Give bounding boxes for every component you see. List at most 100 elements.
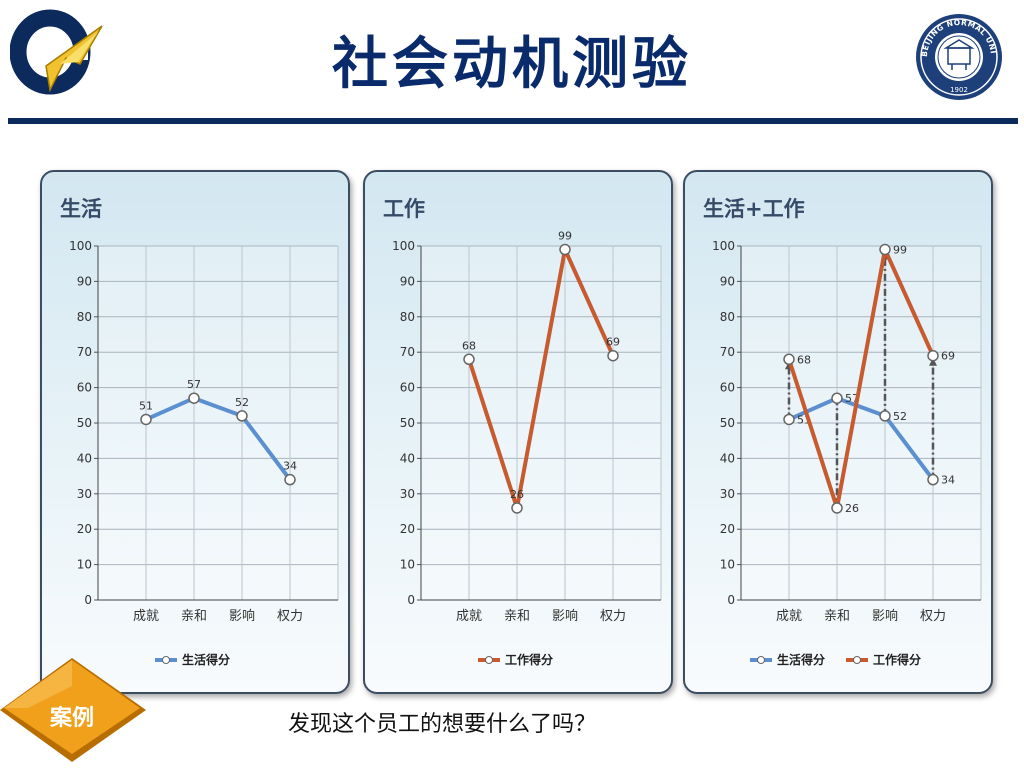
y-tick-label: 50 [77, 416, 92, 430]
legend-label: 生活得分 [182, 652, 230, 667]
title-divider [8, 118, 1018, 124]
x-category-label: 亲和 [824, 609, 850, 624]
footer-question: 发现这个员工的想要什么了吗？ [288, 712, 597, 737]
x-category-label: 影响 [872, 608, 898, 624]
x-category-label: 亲和 [504, 609, 530, 624]
legend-marker [485, 656, 493, 664]
y-tick-label: 50 [400, 416, 415, 430]
seal-year: 1902 [950, 86, 968, 94]
university-seal: BEIJING NORMAL UNIVERSITY 1902 [910, 5, 1004, 102]
series-line [145, 396, 292, 481]
data-point [831, 392, 843, 404]
case-badge-label: 案例 [49, 706, 94, 731]
y-tick-label: 10 [77, 558, 92, 572]
data-point [783, 413, 795, 426]
y-tick-label: 30 [400, 487, 415, 501]
data-label: 26 [510, 488, 524, 501]
y-tick-label: 100 [712, 239, 735, 253]
y-tick-label: 30 [77, 487, 92, 501]
chart-work: 工作 0 10 20 30 40 50 60 70 80 90 100 成就 亲和 影响 权力 68 26 99 69… [383, 197, 662, 667]
data-point [879, 410, 891, 422]
y-tick-label: 80 [77, 310, 92, 324]
y-tick-label: 20 [77, 522, 92, 536]
x-category-label: 成就 [456, 609, 482, 624]
logo-left [9, 6, 106, 96]
chart-title: 生活+工作 [703, 197, 805, 221]
y-tick-label: 70 [400, 345, 415, 359]
y-tick-label: 0 [727, 593, 735, 607]
data-label: 57 [187, 378, 201, 391]
x-category-label: 成就 [776, 609, 802, 624]
chart-title: 生活 [60, 197, 102, 221]
case-badge [0, 658, 150, 768]
data-label: 51 [139, 399, 153, 412]
y-tick-label: 0 [407, 593, 415, 607]
chart-life: 生活 0 10 20 30 40 50 60 70 80 90 100 成就 亲和 影响 权力 51 57 52 34… [60, 197, 339, 667]
data-label: 69 [941, 350, 955, 363]
y-tick-label: 40 [720, 451, 735, 465]
change-arrowhead [929, 357, 937, 366]
y-tick-label: 40 [400, 451, 415, 465]
x-category-label: 影响 [552, 608, 578, 624]
diamond-badge-icon [0, 658, 146, 762]
y-tick-label: 90 [77, 274, 92, 288]
x-category-label: 权力 [920, 608, 946, 624]
stylized-a-logo-icon [9, 9, 103, 95]
data-point [140, 413, 152, 426]
x-category-label: 权力 [277, 608, 303, 624]
chart-panel-work: 工作 0 10 20 30 40 50 60 70 80 90 100 成就 亲和 影响 权力 68 26 99 69… [363, 170, 673, 694]
x-category-label: 成就 [133, 609, 159, 624]
data-label: 34 [283, 460, 297, 473]
y-tick-label: 100 [392, 239, 415, 253]
data-point [831, 502, 843, 514]
series-line [467, 247, 615, 510]
data-point [607, 349, 619, 362]
chart-panel-combined: 生活+工作 0 10 20 30 40 50 60 70 80 90 100 成就 亲和 影响 权力 51 57 5… [683, 170, 993, 694]
data-label: 99 [558, 230, 572, 243]
legend-marker [757, 656, 765, 664]
data-label: 52 [235, 396, 249, 409]
y-tick-label: 50 [720, 416, 735, 430]
data-label: 34 [941, 474, 955, 487]
y-tick-label: 0 [84, 593, 92, 607]
data-point [188, 392, 200, 404]
x-category-label: 亲和 [181, 609, 207, 624]
data-label: 69 [606, 336, 620, 349]
series-line [787, 247, 935, 510]
data-label: 52 [893, 410, 907, 423]
data-point [463, 353, 475, 366]
chart-panel-life: 生活 0 10 20 30 40 50 60 70 80 90 100 成就 亲和 影响 权力 51 57 52 34… [40, 170, 350, 694]
y-tick-label: 10 [400, 558, 415, 572]
y-tick-label: 80 [720, 310, 735, 324]
y-tick-label: 90 [720, 274, 735, 288]
y-tick-label: 20 [400, 522, 415, 536]
page-title: 社会动机测验 [332, 32, 692, 97]
legend-marker [162, 656, 170, 664]
x-category-label: 影响 [229, 608, 255, 624]
y-tick-label: 70 [77, 345, 92, 359]
data-point [927, 473, 939, 486]
y-tick-label: 40 [77, 451, 92, 465]
y-tick-label: 60 [77, 381, 92, 395]
y-tick-label: 10 [720, 558, 735, 572]
y-tick-label: 60 [720, 381, 735, 395]
y-tick-label: 30 [720, 487, 735, 501]
data-point [284, 473, 296, 486]
y-tick-label: 90 [400, 274, 415, 288]
data-point [236, 410, 248, 422]
data-label: 26 [845, 502, 859, 515]
y-tick-label: 100 [69, 239, 92, 253]
data-label: 99 [893, 244, 907, 257]
legend-label: 生活得分 [777, 652, 825, 667]
legend-label: 工作得分 [873, 652, 921, 667]
y-tick-label: 80 [400, 310, 415, 324]
legend-marker [853, 656, 861, 664]
chart-title: 工作 [383, 197, 425, 221]
y-tick-label: 20 [720, 522, 735, 536]
university-seal-icon: BEIJING NORMAL UNIVERSITY 1902 [910, 5, 1002, 100]
series-line [788, 396, 935, 481]
legend-label: 工作得分 [505, 652, 553, 667]
data-label: 68 [462, 339, 476, 352]
data-point [927, 349, 939, 362]
